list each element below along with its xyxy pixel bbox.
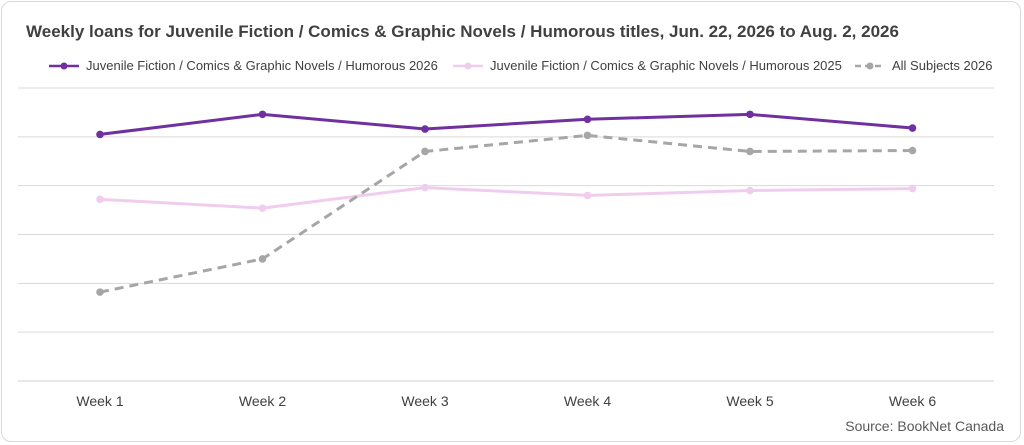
x-tick-label: Week 2 <box>239 393 286 409</box>
legend-marker-series-1 <box>49 62 79 69</box>
data-point <box>908 146 917 155</box>
gridlines <box>18 87 994 382</box>
data-point <box>421 147 429 156</box>
legend-marker-series-2 <box>453 62 483 69</box>
series-2 <box>96 183 917 212</box>
data-point <box>96 288 104 296</box>
x-tick-label: Week 3 <box>401 393 448 409</box>
data-point <box>908 124 917 132</box>
data-point <box>908 184 917 193</box>
chart-title: Weekly loans for Juvenile Fiction / Comi… <box>26 22 899 41</box>
data-point <box>258 255 267 263</box>
series-line <box>99 112 913 136</box>
x-tick-label: Week 1 <box>76 393 123 409</box>
legend-label-series-1: Juvenile Fiction / Comics & Graphic Nove… <box>86 58 438 73</box>
series-1 <box>96 110 917 139</box>
x-tick-label: Week 6 <box>889 393 936 409</box>
data-point <box>746 186 754 195</box>
x-tick-label: Week 5 <box>726 393 773 409</box>
data-point <box>583 131 592 140</box>
series-line <box>99 133 913 294</box>
data-point <box>421 125 429 133</box>
legend-item-series-2: Juvenile Fiction / Comics & Graphic Nove… <box>452 58 842 73</box>
legend: Juvenile Fiction / Comics & Graphic Nove… <box>0 58 1024 78</box>
series-3 <box>96 131 917 296</box>
data-point <box>583 191 592 200</box>
legend-marker-series-3 <box>855 62 885 69</box>
data-point <box>421 183 429 192</box>
legend-item-series-1: Juvenile Fiction / Comics & Graphic Nove… <box>48 58 438 73</box>
x-tick-label: Week 4 <box>564 393 611 409</box>
legend-item-series-3: All Subjects 2026 <box>854 58 992 73</box>
series-layer <box>96 110 917 296</box>
data-point <box>746 110 754 119</box>
legend-label-series-3: All Subjects 2026 <box>892 58 993 73</box>
data-point <box>583 115 592 124</box>
x-axis-ticks: Week 1 Week 2 Week 3 Week 4 Week 5 Week 6 <box>76 393 936 409</box>
data-point <box>96 130 104 139</box>
source-note: Source: BookNet Canada <box>845 418 1004 434</box>
data-point <box>96 195 104 204</box>
data-point <box>746 147 754 156</box>
series-line <box>99 186 913 210</box>
legend-label-series-2: Juvenile Fiction / Comics & Graphic Nove… <box>490 58 842 73</box>
data-point <box>258 110 267 119</box>
data-point <box>258 204 267 212</box>
